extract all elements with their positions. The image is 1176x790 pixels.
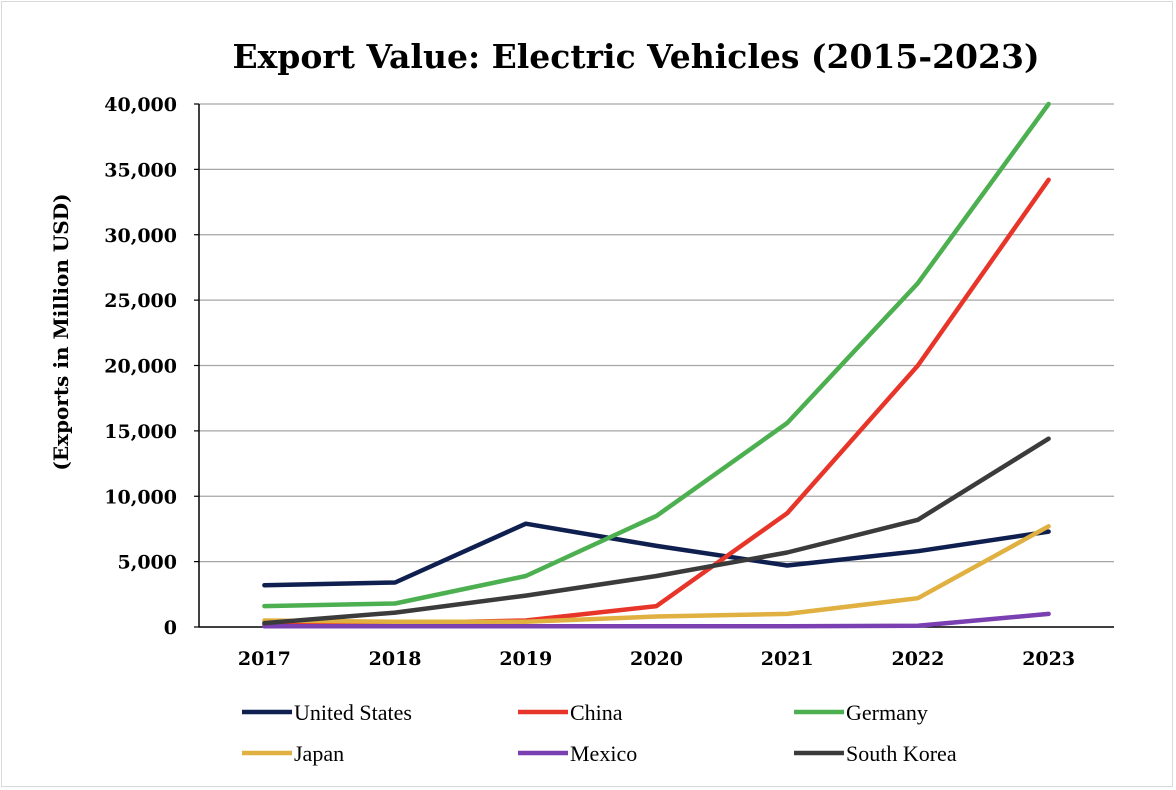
y-tick-label: 5,000	[118, 552, 178, 574]
y-tick-label: 30,000	[104, 225, 177, 247]
x-tick-label: 2020	[630, 648, 683, 670]
series-line-china	[262, 177, 1051, 627]
y-tick-label: 0	[164, 617, 177, 639]
x-tick-label: 2018	[369, 648, 422, 670]
series-line-south-korea	[262, 436, 1051, 626]
series-line-mexico	[262, 611, 1051, 629]
legend-label: Japan	[294, 741, 344, 766]
x-tick-label: 2017	[238, 648, 291, 670]
x-tick-label: 2022	[891, 648, 944, 670]
legend-label: United States	[294, 700, 412, 725]
legend-item: United States	[242, 700, 412, 725]
legend-item: South Korea	[794, 741, 957, 766]
x-tick-labels: 2017 2018 2019 2020 2021 2022 2023	[238, 648, 1075, 670]
y-axis-label: (Exports in Million USD)	[49, 193, 73, 470]
y-tick-label: 15,000	[104, 421, 177, 443]
legend-label: China	[570, 700, 623, 725]
gridlines	[199, 103, 1114, 563]
series-lines	[262, 101, 1051, 629]
legend-item: Japan	[242, 741, 344, 766]
x-tick-label: 2023	[1022, 648, 1075, 670]
legend-label: Mexico	[570, 741, 637, 766]
chart-title: Export Value: Electric Vehicles (2015-20…	[232, 37, 1039, 76]
y-tick-label: 40,000	[104, 94, 177, 116]
x-tick-label: 2021	[761, 648, 814, 670]
y-tick-labels: 0 5,000 10,000 15,000 20,000 25,000 30,000 35,0…	[104, 94, 177, 639]
series-line-united-states	[262, 521, 1051, 588]
legend-item: Germany	[794, 700, 928, 725]
y-tick-label: 20,000	[104, 356, 177, 378]
y-tick-label: 10,000	[104, 486, 177, 508]
y-tick-label: 35,000	[104, 159, 177, 181]
series-line-japan	[262, 524, 1051, 625]
legend-item: China	[518, 700, 623, 725]
series-line-germany	[262, 101, 1051, 609]
y-tick-label: 25,000	[104, 290, 177, 312]
legend-item: Mexico	[518, 741, 637, 766]
legend-label: Germany	[846, 700, 928, 725]
x-tick-label: 2019	[499, 648, 552, 670]
legend: United States China Germany Japan Mexico Sout…	[242, 700, 957, 766]
legend-label: South Korea	[846, 741, 957, 766]
